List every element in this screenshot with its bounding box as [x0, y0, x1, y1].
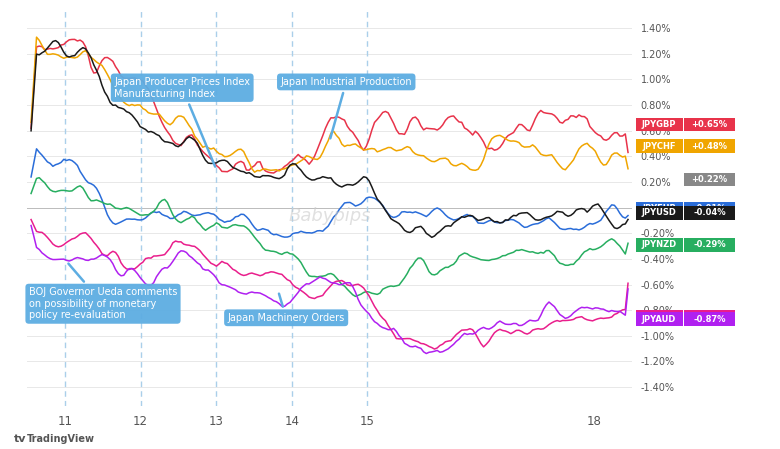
- Text: 𝘁𝘃: 𝘁𝘃: [14, 434, 27, 444]
- Text: -0.87%: -0.87%: [693, 315, 725, 324]
- Text: TradingView: TradingView: [27, 434, 95, 444]
- Text: -0.04%: -0.04%: [693, 208, 725, 217]
- Text: +0.48%: +0.48%: [691, 141, 728, 150]
- Text: Japan Machinery Orders: Japan Machinery Orders: [228, 294, 345, 323]
- Text: -0.01%: -0.01%: [693, 204, 725, 213]
- Text: JPYCAD: JPYCAD: [642, 312, 676, 321]
- Text: +0.65%: +0.65%: [691, 120, 728, 129]
- Text: Japan Industrial Production: Japan Industrial Production: [281, 77, 412, 138]
- Text: JPYEUR: JPYEUR: [642, 204, 676, 213]
- Text: -0.85%: -0.85%: [693, 312, 725, 321]
- Text: -0.29%: -0.29%: [693, 240, 725, 249]
- Text: JPYGBP: JPYGBP: [642, 120, 676, 129]
- Text: Babypips: Babypips: [289, 207, 370, 224]
- Text: +0.22%: +0.22%: [691, 175, 728, 184]
- Text: JPYNZD: JPYNZD: [641, 240, 677, 249]
- Text: JPYUSD: JPYUSD: [642, 208, 676, 217]
- Text: Japan Producer Prices Index
Manufacturing Index: Japan Producer Prices Index Manufacturin…: [114, 77, 250, 167]
- Text: JPYCHF: JPYCHF: [643, 141, 675, 150]
- Text: BOJ Governor Ueda comments
on possibility of monetary
policy re-evaluation: BOJ Governor Ueda comments on possibilit…: [29, 264, 177, 320]
- Text: JPYAUD: JPYAUD: [642, 315, 676, 324]
